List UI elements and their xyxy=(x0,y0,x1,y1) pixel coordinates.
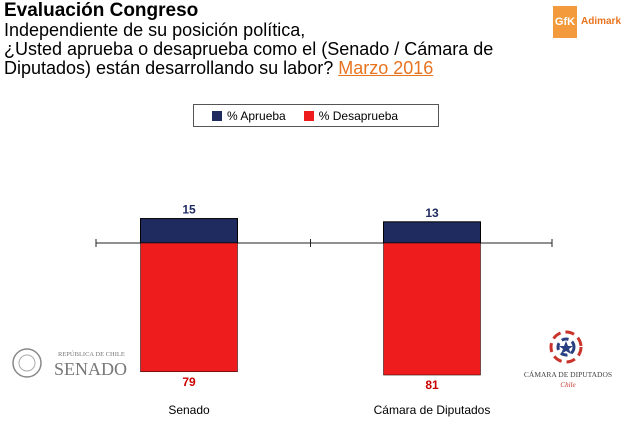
category-label-0: Senado xyxy=(168,403,210,417)
bar-aprueba-0 xyxy=(140,218,238,244)
chart-subtitle: Independiente de su posición política, ¿… xyxy=(4,21,564,78)
bar-aprueba-1 xyxy=(383,221,481,244)
data-label-desaprueba-0: 79 xyxy=(182,375,196,389)
data-label-aprueba-1: 13 xyxy=(425,206,439,220)
senado-seal-inner-icon xyxy=(18,354,36,372)
legend-label-desaprueba: % Desaprueba xyxy=(318,108,399,123)
legend-item-desaprueba: % Desaprueba xyxy=(303,108,399,123)
legend-label-aprueba: % Aprueba xyxy=(227,108,286,123)
camara-logo-line1: CÁMARA DE DIPUTADOS xyxy=(524,369,612,379)
subtitle-line-2: ¿Usted aprueba o desaprueba como el (Sen… xyxy=(4,39,494,59)
senado-logo-line1: REPÚBLICA DE CHILE xyxy=(58,350,125,358)
camara-logo-line2: Chile xyxy=(560,381,575,389)
legend-swatch-desaprueba xyxy=(303,110,314,121)
legend-item-aprueba: % Aprueba xyxy=(212,109,286,123)
data-label-desaprueba-1: 81 xyxy=(425,378,439,392)
chart-title: Evaluación Congreso xyxy=(4,0,199,21)
date-link[interactable]: Marzo 2016 xyxy=(338,58,434,78)
senado-logo: REPÚBLICA DE CHILE SENADO xyxy=(12,348,127,379)
camara-emblem-icon xyxy=(549,330,583,364)
chart-legend: % Aprueba % Desaprueba xyxy=(193,104,439,127)
data-label-aprueba-0: 15 xyxy=(182,203,196,217)
gfk-logo-box: GfK xyxy=(553,6,577,38)
subtitle-line-3-text: Diputados) están desarrollando su labor? xyxy=(4,58,334,78)
senado-logo-line2: SENADO xyxy=(54,359,127,379)
subtitle-line-1: Independiente de su posición política, xyxy=(4,20,306,40)
adimark-label: Adimark xyxy=(581,16,622,27)
legend-swatch-aprueba xyxy=(212,110,222,121)
bar-desaprueba-0 xyxy=(140,242,238,373)
camara-logo: CÁMARA DE DIPUTADOS Chile xyxy=(524,330,612,389)
category-label-1: Cámara de Diputados xyxy=(374,403,491,417)
bar-desaprueba-1 xyxy=(383,242,481,376)
gfk-adimark-logo: GfK Adimark xyxy=(553,6,633,46)
senado-seal-icon xyxy=(12,348,42,378)
subtitle-line-3: Diputados) están desarrollando su labor?… xyxy=(4,59,564,78)
